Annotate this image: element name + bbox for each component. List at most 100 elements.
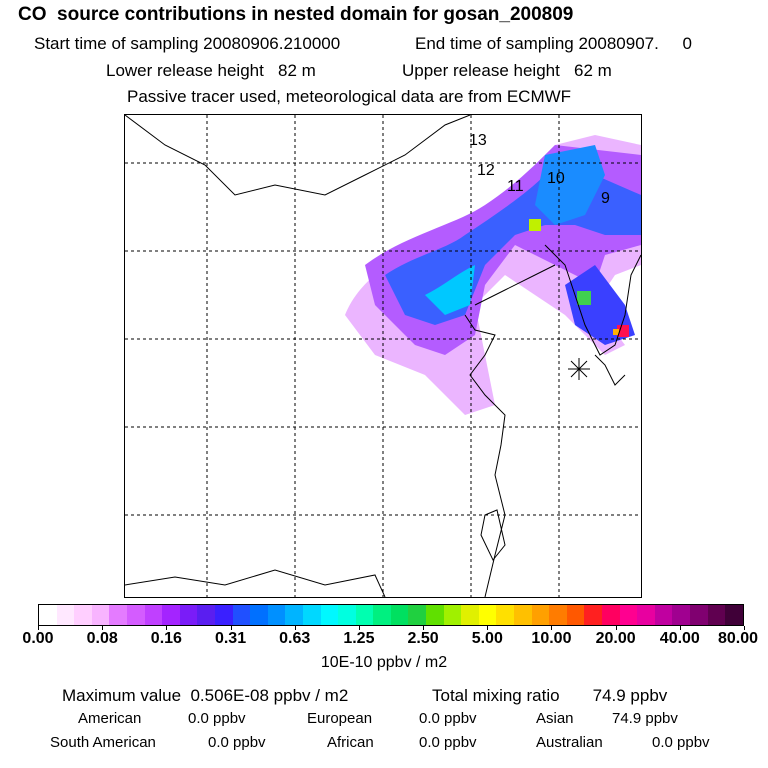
field-cyan-north: [535, 145, 605, 225]
tracer-note: Passive tracer used, meteorological data…: [127, 87, 572, 106]
field-orange-spot: [613, 329, 619, 335]
american-value: 0.0 ppbv: [188, 710, 246, 727]
asian-value: 74.9 ppbv: [612, 710, 678, 727]
colorbar-swatch: [179, 605, 198, 625]
coastlines: [125, 115, 641, 597]
field-red-spot: [617, 325, 629, 337]
map-panel: 13 12 11 10 9: [124, 114, 642, 598]
contour-label: 13: [469, 132, 487, 149]
colorbar-tick: [679, 626, 681, 630]
american-label: American: [78, 710, 142, 727]
colorbar-swatch: [126, 605, 145, 625]
field-yellow-spot: [529, 219, 541, 231]
colorbar-swatch: [320, 605, 339, 625]
colorbar-swatch: [162, 605, 180, 625]
colorbar-tick-label: 0.00: [22, 630, 54, 647]
map-canvas: 13 12 11 10 9: [125, 115, 641, 597]
colorbar-swatch: [56, 605, 75, 625]
lat-lon-grid: [125, 115, 641, 597]
colorbar-swatch: [461, 605, 479, 625]
colorbar-swatch: [496, 605, 515, 625]
max-value-text: Maximum value 0.506E-08 ppbv / m2: [62, 686, 349, 705]
field-green-spot: [577, 291, 591, 305]
colorbar-swatch: [654, 605, 673, 625]
colorbar-tick-label: 20.00: [595, 630, 636, 647]
coastline-korea: [544, 244, 641, 356]
colorbar-swatch: [426, 605, 444, 625]
start-time-label: Start time of sampling 20080906.210000: [34, 34, 341, 53]
african-label: African: [327, 734, 374, 751]
colorbar-tick: [615, 626, 617, 630]
colorbar-tick: [230, 626, 232, 630]
australian-value: 0.0 ppbv: [652, 734, 710, 751]
colorbar-swatch: [232, 605, 251, 625]
colorbar-tick-label: 1.25: [343, 630, 375, 647]
upper-release-label: Upper release height 62 m: [402, 61, 612, 80]
colorbar-tick: [423, 626, 425, 630]
colorbar-swatch: [514, 605, 532, 625]
colorbar-swatch: [109, 605, 127, 625]
colorbar-swatch: [285, 605, 303, 625]
contour-label: 12: [477, 162, 495, 179]
colorbar-swatch: [355, 605, 374, 625]
colorbar-tick: [744, 626, 745, 630]
colorbar-swatch: [91, 605, 110, 625]
colorbar-tick: [166, 626, 168, 630]
colorbar-swatch: [584, 605, 602, 625]
colorbar-tick-label: 5.00: [471, 630, 503, 647]
colorbar-tick-label: 2.50: [407, 630, 439, 647]
colorbar-tick: [294, 626, 296, 630]
colorbar-swatch: [619, 605, 638, 625]
contour-labels: 13 12 11 10 9: [469, 132, 610, 207]
colorbar-swatch: [707, 605, 726, 625]
colorbar-swatch: [478, 605, 497, 625]
coastline-shandong: [474, 264, 556, 306]
colorbar-swatch: [531, 605, 550, 625]
colorbar-tick-label: 0.31: [214, 630, 247, 647]
colorbar-swatch: [672, 605, 690, 625]
receptor-asterisk-icon: [568, 358, 590, 380]
colorbar-tick: [487, 626, 489, 630]
colorbar-swatch: [408, 605, 427, 625]
colorbar-tick-label: 80.00: [717, 630, 759, 647]
colorbar-swatch: [197, 605, 215, 625]
colorbar-swatch: [338, 605, 356, 625]
colorbar-swatch: [549, 605, 567, 625]
colorbar-tick-label: 0.08: [86, 630, 118, 647]
colorbar-swatch: [390, 605, 409, 625]
colorbar-swatch: [443, 605, 462, 625]
colorbar-swatch: [566, 605, 585, 625]
total-mixing-text: Total mixing ratio 74.9 ppbv: [432, 686, 668, 705]
asian-label: Asian: [536, 710, 574, 727]
south-american-value: 0.0 ppbv: [208, 734, 266, 751]
end-time-label: End time of sampling 20080907. 0: [415, 34, 692, 53]
colorbar-swatch: [725, 605, 743, 625]
coastline-japan: [594, 354, 626, 386]
colorbar-tick-label: 40.00: [659, 630, 700, 647]
colorbar-swatch: [39, 605, 57, 625]
colorbar-tick: [102, 626, 104, 630]
european-label: European: [307, 710, 373, 727]
colorbar: [38, 604, 744, 626]
coastline-north: [125, 115, 471, 196]
colorbar-tick: [358, 626, 360, 630]
colorbar-swatch: [689, 605, 708, 625]
contour-label: 10: [547, 170, 565, 187]
contour-label: 9: [601, 190, 610, 207]
colorbar-tick: [551, 626, 553, 630]
colorbar-swatch: [637, 605, 655, 625]
australian-label: Australian: [536, 734, 603, 751]
plot-title: CO source contributions in nested domain…: [18, 4, 574, 25]
colorbar-swatch: [373, 605, 391, 625]
contour-label: 11: [507, 178, 524, 195]
field-cyan: [425, 265, 475, 315]
colorbar-swatch: [602, 605, 620, 625]
concentration-field: [345, 135, 641, 415]
colorbar-swatch: [214, 605, 233, 625]
colorbar-tick-label: 10.00: [531, 630, 572, 647]
colorbar-swatch: [267, 605, 286, 625]
taiwan-outline: [480, 509, 506, 561]
colorbar-swatch: [250, 605, 268, 625]
colorbar-swatch: [144, 605, 163, 625]
african-value: 0.0 ppbv: [419, 734, 477, 751]
